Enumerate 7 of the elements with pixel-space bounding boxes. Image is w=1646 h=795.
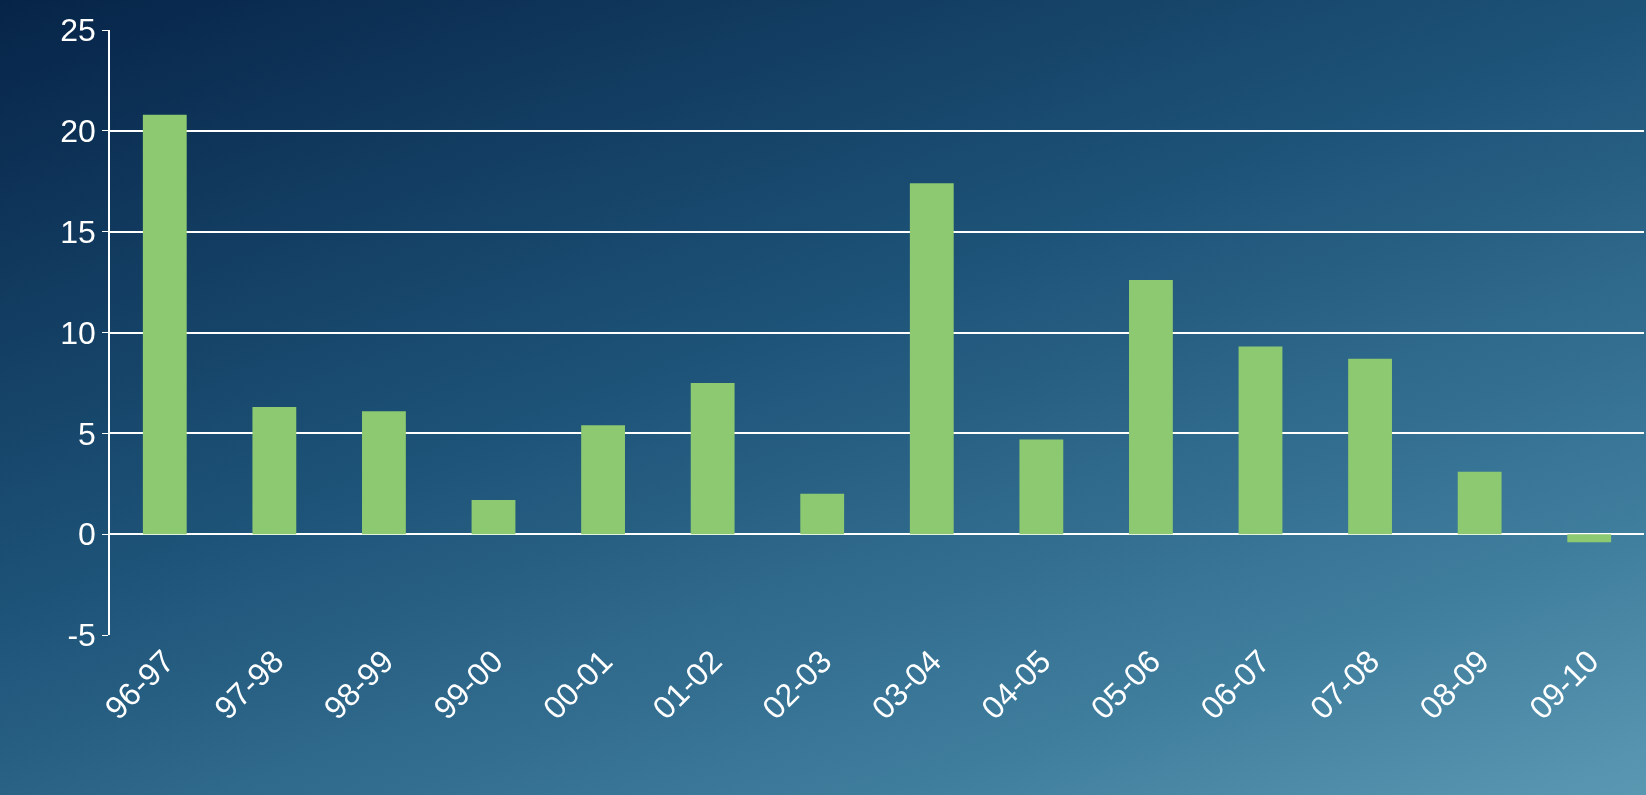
y-tick-label: -5 — [67, 617, 96, 654]
y-tick-label: 20 — [60, 113, 96, 150]
y-tick-label: 5 — [78, 415, 96, 452]
y-tick-label: 10 — [60, 314, 96, 351]
y-tick-label: 15 — [60, 213, 96, 250]
y-tick-label: 0 — [78, 516, 96, 553]
y-tick-label: 25 — [60, 12, 96, 49]
